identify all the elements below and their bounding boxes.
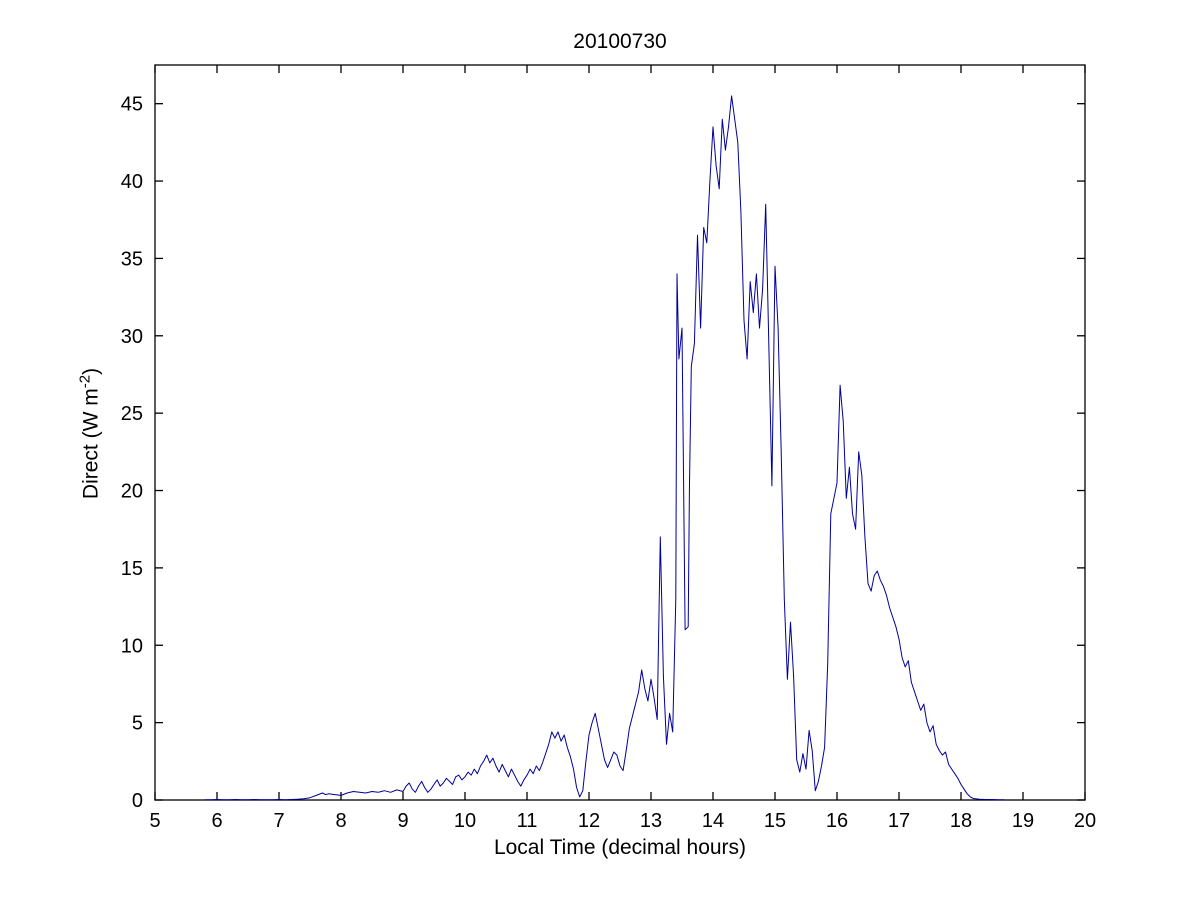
y-tick-label: 40 <box>121 171 143 193</box>
y-tick-label: 15 <box>121 558 143 580</box>
x-tick-label: 15 <box>764 810 786 832</box>
y-tick-label: 25 <box>121 403 143 425</box>
x-tick-label: 13 <box>640 810 662 832</box>
y-tick-label: 20 <box>121 481 143 503</box>
x-tick-label: 6 <box>211 810 222 832</box>
y-tick-label: 5 <box>132 713 143 735</box>
y-axis-label: Direct (W m-2) <box>77 234 104 634</box>
y-axis-label-superscript: -2 <box>76 374 94 389</box>
x-tick-label: 12 <box>578 810 600 832</box>
y-tick-label: 10 <box>121 635 143 657</box>
y-axis-label-prefix: Direct (W m <box>79 388 103 500</box>
y-tick-label: 45 <box>121 94 143 116</box>
chart-title: 20100730 <box>573 30 667 53</box>
x-tick-label: 14 <box>702 810 724 832</box>
x-tick-label: 20 <box>1074 810 1096 832</box>
x-tick-label: 17 <box>888 810 910 832</box>
x-axis-label: Local Time (decimal hours) <box>493 836 747 859</box>
x-tick-label: 19 <box>1012 810 1034 832</box>
data-series-line <box>204 95 1005 801</box>
x-tick-label: 9 <box>397 810 408 832</box>
x-tick-label: 11 <box>517 810 538 832</box>
x-tick-label: 10 <box>454 810 476 832</box>
x-tick-label: 8 <box>335 810 346 832</box>
axes-frame <box>154 64 1086 801</box>
y-tick-label: 35 <box>121 248 143 270</box>
y-tick-label: 30 <box>121 326 143 348</box>
x-tick-label: 16 <box>826 810 848 832</box>
x-tick-label: 5 <box>149 810 160 832</box>
x-tick-label: 7 <box>273 810 284 832</box>
x-tick-label: 18 <box>950 810 972 832</box>
y-axis-label-suffix: ) <box>79 367 103 375</box>
y-tick-label: 0 <box>132 790 143 812</box>
